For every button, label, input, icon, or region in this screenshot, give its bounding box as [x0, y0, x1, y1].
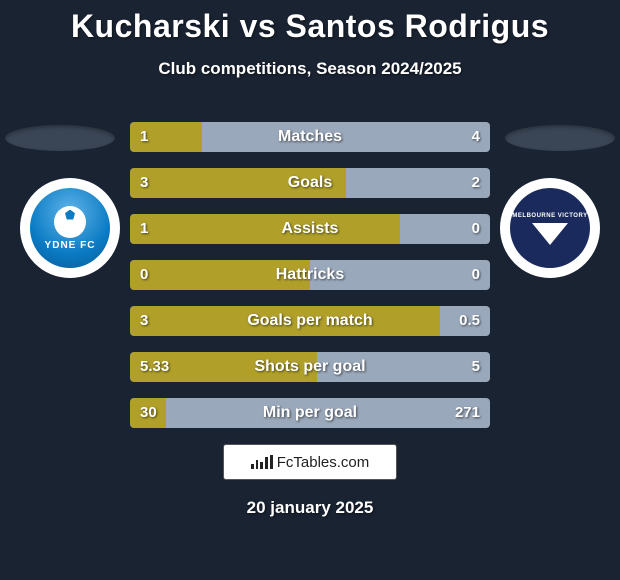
player-shadow-right — [505, 125, 615, 151]
team-badge-right-text: MELBOURNE VICTORY — [512, 213, 587, 219]
comparison-row: 10Assists — [130, 214, 490, 244]
comparison-row: 00Hattricks — [130, 260, 490, 290]
date-text: 20 january 2025 — [0, 498, 620, 518]
bar-label: Hattricks — [130, 260, 490, 290]
page-subtitle: Club competitions, Season 2024/2025 — [0, 59, 620, 79]
player-shadow-left — [5, 125, 115, 151]
chevron-icon — [532, 223, 568, 245]
team-badge-left-art: YDNE FC — [30, 188, 110, 268]
comparison-row: 5.335Shots per goal — [130, 352, 490, 382]
footer-logo-text: FcTables.com — [277, 454, 370, 471]
soccer-ball-icon — [54, 206, 86, 238]
team-badge-right-art: MELBOURNE VICTORY — [510, 188, 590, 268]
team-badge-left-text: YDNE FC — [45, 240, 96, 251]
bar-label: Shots per goal — [130, 352, 490, 382]
team-badge-right: MELBOURNE VICTORY — [500, 178, 600, 278]
comparison-row: 14Matches — [130, 122, 490, 152]
bar-label: Matches — [130, 122, 490, 152]
footer-logo: FcTables.com — [223, 444, 397, 480]
comparison-row: 30.5Goals per match — [130, 306, 490, 336]
bar-label: Min per goal — [130, 398, 490, 428]
bar-chart-icon — [251, 455, 273, 469]
comparison-row: 30271Min per goal — [130, 398, 490, 428]
page-title: Kucharski vs Santos Rodrigus — [0, 0, 620, 45]
team-badge-left: YDNE FC — [20, 178, 120, 278]
bar-label: Goals per match — [130, 306, 490, 336]
comparison-row: 32Goals — [130, 168, 490, 198]
bar-label: Goals — [130, 168, 490, 198]
bar-label: Assists — [130, 214, 490, 244]
comparison-bars: 14Matches 32Goals 10Assists 00Hattricks 30.5… — [130, 122, 490, 444]
